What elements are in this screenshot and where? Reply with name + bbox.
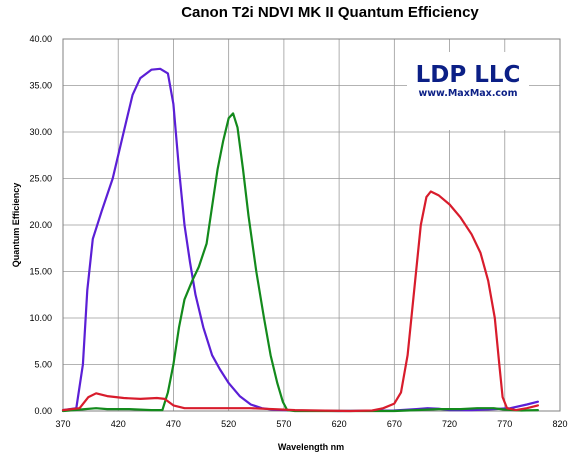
x-tick-label: 720 (442, 419, 457, 429)
chart-title: Canon T2i NDVI MK II Quantum Efficiency (181, 4, 479, 21)
y-tick-label: 15.00 (29, 267, 52, 277)
logo-text: LDP LLC (416, 62, 521, 88)
x-tick-label: 420 (111, 419, 126, 429)
y-tick-label: 25.00 (29, 174, 52, 184)
series-line-red (61, 190, 539, 413)
x-tick-label: 620 (332, 419, 347, 429)
x-tick-label: 520 (221, 419, 236, 429)
y-tick-label: 10.00 (29, 313, 52, 323)
x-tick-label: 370 (55, 419, 70, 429)
y-tick-label: 20.00 (29, 220, 52, 230)
tick-labels: 370 420 470 520 570 620 670 720 770 820 0.00 5.00 10… (29, 34, 567, 429)
y-tick-label: 30.00 (29, 127, 52, 137)
series-line-green (61, 112, 539, 413)
logo-background (407, 52, 529, 130)
y-tick-label: 0.00 (34, 406, 52, 416)
x-tick-label: 770 (497, 419, 512, 429)
y-tick-label: 40.00 (29, 34, 52, 44)
x-tick-label: 820 (552, 419, 567, 429)
x-tick-label: 470 (166, 419, 181, 429)
y-tick-label: 35.00 (29, 81, 52, 91)
y-tick-label: 5.00 (34, 360, 52, 370)
y-axis-title: Quantum Efficiency (11, 183, 21, 268)
x-tick-label: 570 (276, 419, 291, 429)
series-layer (61, 67, 539, 413)
logo-url: www.MaxMax.com (419, 88, 518, 99)
x-axis-title: Wavelength nm (278, 442, 344, 452)
x-tick-label: 670 (387, 419, 402, 429)
